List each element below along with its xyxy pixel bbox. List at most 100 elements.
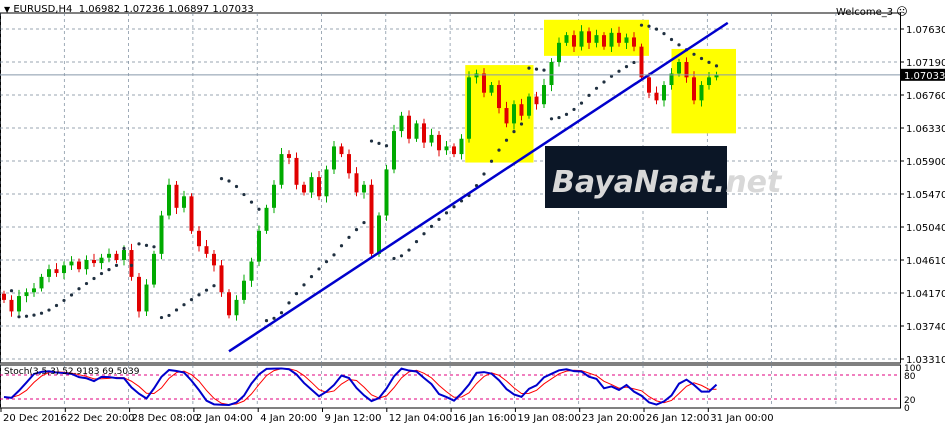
y-tick-label: 1.06760 [906,91,945,102]
candle-body [159,215,164,254]
account-label: Welcome_3 ☹ [836,5,908,18]
sar-dot [362,220,366,225]
x-tick-label: 16 Jan 16:00 [453,413,516,424]
candle-body [452,146,456,155]
sar-dot [302,283,306,287]
sar-dot [227,179,231,183]
sar-dot [189,298,194,302]
sar-dot [122,246,126,251]
candle-body [362,184,366,193]
candle-body [144,284,149,312]
candle-body [392,131,396,170]
sar-dot [632,60,636,65]
candle-body [54,269,59,274]
sar-dot [144,243,149,247]
candle-body [429,134,434,143]
sar-dot [377,141,381,145]
candle-body [474,73,479,78]
candle-body [137,276,141,312]
open-value: 1.06982 [78,4,121,15]
y-tick-label: 1.06330 [906,124,945,135]
candle-body [377,215,381,254]
candle-body [714,74,719,78]
sar-dot [407,248,411,252]
sar-dot [182,303,186,307]
sar-dot [17,315,21,319]
sar-dot [384,144,389,148]
sar-dot [512,130,516,134]
sar-dot [324,260,329,264]
candle-body [92,260,96,264]
sar-dot [272,316,276,320]
candle-body [309,177,314,193]
candle-body [272,184,276,208]
stoch-name: Stoch(3,5,3) [4,367,60,377]
candle-body [189,196,194,231]
candle-body [249,261,254,281]
stoch-axis-label: 100 [904,364,921,374]
sar-dot [212,284,216,288]
symbol-label: EURUSD,H4 [13,4,73,15]
candle-body [302,184,306,193]
candle-body [654,92,659,101]
candle-body [212,253,216,266]
candle-body [549,62,554,86]
stoch-axis-label: 0 [904,404,910,414]
candle-body [219,265,224,293]
sar-dot [489,159,494,163]
candle-body [579,31,584,47]
sar-dot [414,240,419,244]
sar-dot [437,217,441,222]
candle-body [639,46,644,78]
sar-dot [264,319,269,323]
sar-dot [107,268,111,272]
candle-body [279,154,284,185]
y-tick-label: 1.03310 [906,355,945,366]
triangle-down-icon[interactable]: ▼ [4,5,11,14]
account-name: Welcome_3 [836,7,894,18]
candle-body [497,85,501,109]
sar-dot [452,205,456,209]
candle-body [602,35,606,47]
candle-body [647,77,651,93]
x-tick-label: 19 Jan 08:00 [517,413,580,424]
sar-dot [639,23,644,27]
candle-body [317,177,321,197]
sar-dot [519,122,524,126]
sar-dot [137,242,141,246]
candle-body [482,73,486,93]
candle-body [699,85,704,101]
candle-body [264,207,269,231]
sar-dot [257,207,261,211]
sar-dot [534,67,539,71]
candle-body [204,246,209,254]
candle-body [2,293,6,300]
x-tick-label: 31 Jan 00:00 [710,413,773,424]
y-tick-label: 1.03740 [906,322,945,333]
x-tick-label: 26 Jan 12:00 [646,413,709,424]
sar-dot [219,177,224,181]
sar-dot [92,276,96,281]
candle-body [324,169,329,197]
logo-background [545,146,727,208]
sar-dot [249,200,254,204]
candle-body [444,146,449,151]
y-tick-label: 1.05470 [906,190,945,201]
candle-body [467,77,471,139]
sar-dot [527,66,531,70]
candle-body [39,276,44,289]
sar-dot [32,313,36,317]
low-value: 1.06897 [167,4,210,15]
candle-body [114,253,119,260]
stoch-main-value: 52.9183 [62,367,100,377]
sar-dot [294,291,299,296]
candle-body [437,134,441,151]
sar-dot [354,228,359,232]
candle-body [152,253,156,285]
candle-body [9,299,14,312]
candle-body [669,73,674,86]
current-price-box [901,68,945,81]
candle-body [167,184,171,216]
sar-dot [62,298,66,303]
